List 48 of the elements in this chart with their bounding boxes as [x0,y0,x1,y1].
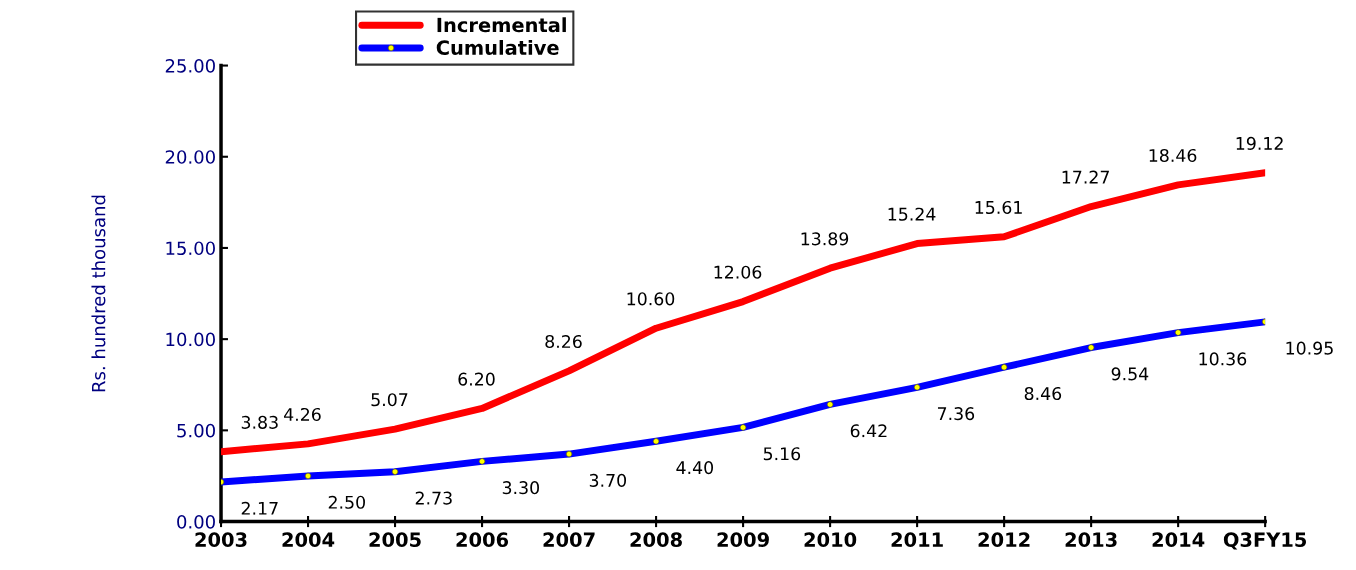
data-label: 18.46 [1149,148,1197,163]
y-axis-title: Rs. hundred thousand [91,195,106,392]
data-label: 13.89 [801,232,849,246]
x-tick-label: 2004 [282,532,335,548]
y-tick-label: 25.00 [165,59,215,73]
data-label: 3.30 [502,481,540,495]
data-label: 12.06 [714,265,762,279]
legend-label: Incremental [437,17,566,33]
x-tick-label: 2005 [369,532,421,548]
x-tick-label: 2013 [1065,532,1117,548]
y-tick-label: 0.00 [177,515,215,529]
x-tick-label: 2010 [804,532,857,548]
y-tick-label: 15.00 [166,241,215,256]
data-label: 6.20 [458,372,495,386]
data-label: 10.60 [627,292,675,306]
x-tick-label: Q3FY15 [1223,532,1307,550]
x-tick-label: 2009 [717,532,769,548]
x-tick-label: 2011 [891,532,943,548]
data-label: 10.36 [1199,352,1247,366]
data-label: 17.27 [1062,170,1109,184]
x-tick-label: 2012 [978,532,1030,548]
data-label: 5.16 [763,447,801,461]
x-tick-label: 2008 [630,532,682,548]
y-tick-label: 5.00 [177,423,215,438]
data-label: 19.12 [1236,136,1283,150]
data-label: 2.17 [241,501,278,515]
data-label: 15.61 [975,200,1022,215]
data-label: 2.50 [328,495,365,509]
data-label: 5.07 [371,393,408,407]
legend-label: Cumulative [436,39,559,56]
data-label: 3.83 [241,415,278,429]
data-label: 7.36 [937,407,975,421]
y-tick-label: 20.00 [165,150,215,164]
x-tick-label: 2003 [195,532,247,548]
y-tick-label: 10.00 [166,332,215,347]
data-label: 2.73 [415,491,452,505]
x-tick-label: 2007 [543,532,595,548]
data-label: 4.40 [676,461,714,475]
data-label: 8.46 [1024,386,1062,401]
data-label: 9.54 [1111,367,1149,381]
data-label: 15.24 [888,207,936,221]
data-label: 10.95 [1286,341,1333,355]
data-label: 3.70 [589,473,627,487]
data-label: 4.26 [284,407,321,422]
data-label: 6.42 [850,424,887,438]
x-tick-label: 2006 [456,532,509,548]
data-label: 8.26 [545,334,582,349]
x-tick-label: 2014 [1152,532,1205,548]
